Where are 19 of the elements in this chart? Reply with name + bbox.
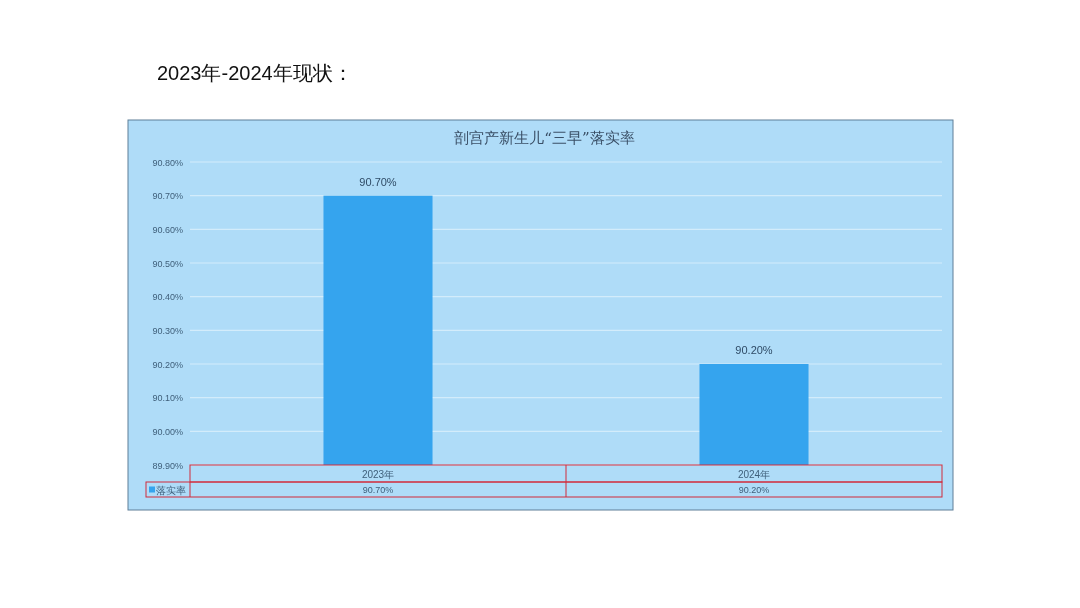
text: 90.20% (735, 344, 773, 356)
legend-label: 落实率 (156, 484, 186, 496)
y-tick-label: 90.70% (152, 191, 183, 202)
y-tick-label: 90.30% (152, 325, 183, 336)
y-tick-label: 90.50% (152, 258, 183, 269)
text: 2023年-2024年现状： (157, 62, 353, 84)
y-tick-label: 90.20% (152, 359, 183, 370)
y-tick-label: 90.10% (152, 393, 183, 404)
text: 90.70% (359, 175, 397, 188)
y-tick-label: 90.00% (152, 426, 183, 437)
y-tick-label: 90.40% (152, 292, 183, 303)
data-label: 90.20% (738, 485, 770, 495)
x-tick-label: 2023年 (361, 468, 395, 480)
y-tick-label: 90.60% (152, 224, 183, 235)
chart-title: 剖宫产新生儿“三早”落实率 (454, 129, 635, 147)
y-tick-label: 90.80% (152, 157, 183, 168)
y-tick-label: 89.90% (152, 460, 183, 471)
data-label: 90.70% (362, 485, 394, 495)
x-tick-label: 2024年 (737, 468, 771, 480)
